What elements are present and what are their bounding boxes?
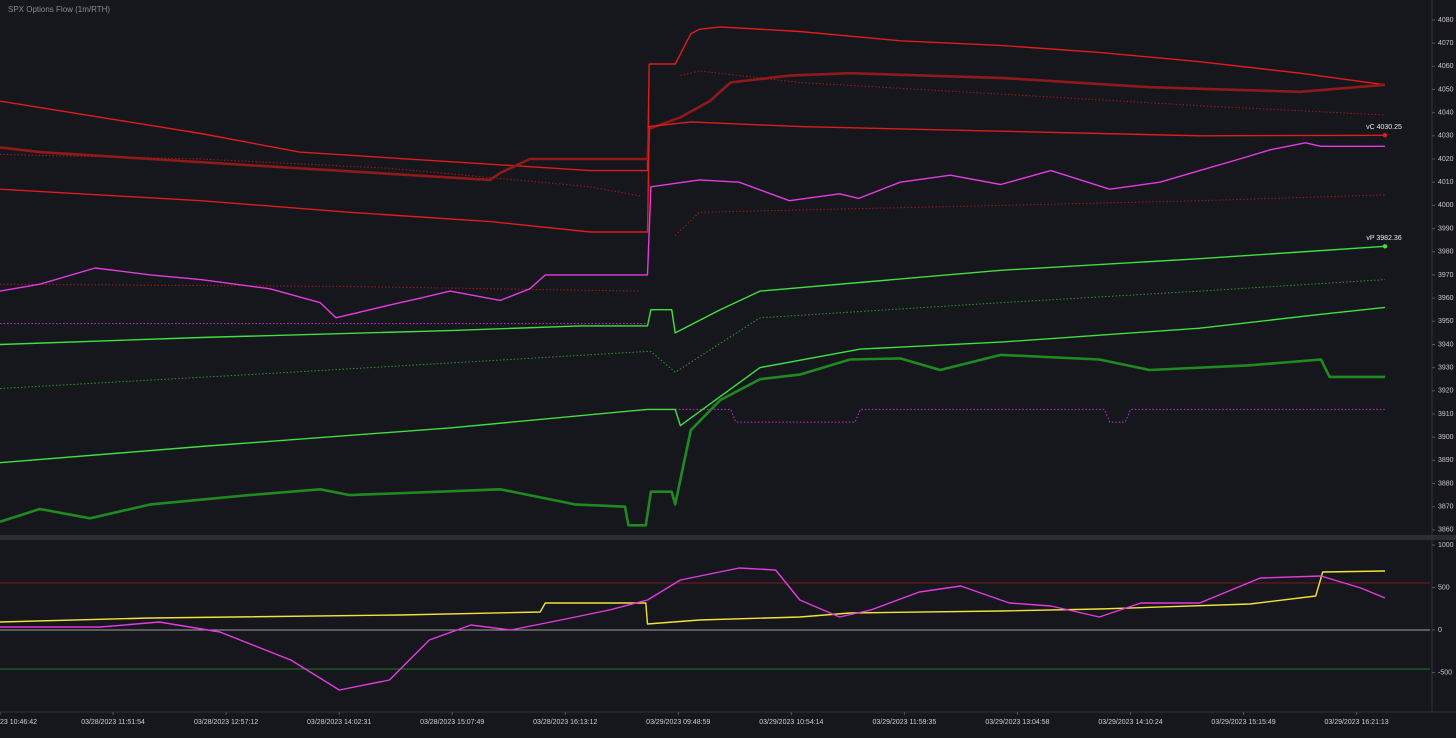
y-tick-label: 3910 — [1438, 411, 1454, 418]
chart-title: SPX Options Flow (1m/RTH) — [8, 5, 110, 14]
series-line — [0, 570, 1386, 625]
y-tick-label: 4010 — [1438, 179, 1454, 186]
y-tick-label: 3920 — [1438, 388, 1454, 395]
y-tick-label: 3940 — [1438, 341, 1454, 348]
y-tick-label: 3870 — [1438, 504, 1454, 511]
y-tick-label: -500 — [1438, 669, 1452, 676]
y-tick-label: 4060 — [1438, 63, 1454, 70]
series-line — [0, 353, 1385, 527]
y-tick-label: 4030 — [1438, 133, 1454, 140]
y-tick-label: 4070 — [1438, 40, 1454, 47]
y-tick-label: 3900 — [1438, 434, 1454, 441]
y-tick-label: 3880 — [1438, 480, 1454, 487]
x-tick-label: 03/28/2023 16:13:12 — [533, 719, 597, 726]
y-tick-label: 500 — [1438, 584, 1450, 591]
y-tick-label: 3950 — [1438, 318, 1454, 325]
x-tick-label: 03/29/2023 09:48:59 — [646, 719, 710, 726]
x-tick-label: 03/29/2023 15:15:49 — [1211, 719, 1275, 726]
annotation-label: vP 3982.36 — [1366, 235, 1401, 242]
x-tick-label: 03/29/2023 11:59:35 — [873, 719, 937, 726]
y-tick-label: 3980 — [1438, 249, 1454, 256]
series-line — [0, 567, 1386, 691]
series-line — [0, 194, 1386, 292]
annotation-marker — [1382, 244, 1388, 249]
x-tick-label: 03/28/2023 15:07:49 — [420, 719, 484, 726]
y-tick-label: 4080 — [1438, 17, 1454, 24]
x-tick-label: 03/28/2023 12:57:12 — [194, 719, 258, 726]
series-line — [0, 121, 1386, 233]
series-line — [0, 142, 1385, 319]
y-tick-label: 3860 — [1438, 527, 1454, 534]
y-tick-label: 3990 — [1438, 225, 1454, 232]
y-tick-label: 0 — [1438, 627, 1442, 634]
x-tick-label: 03/29/2023 16:21:13 — [1324, 719, 1388, 726]
y-tick-label: 4020 — [1438, 156, 1454, 163]
x-tick-label: 03/28/2023 14:02:31 — [307, 719, 371, 726]
series-line — [0, 306, 1386, 464]
series-line — [0, 279, 1386, 389]
y-tick-label: 3930 — [1438, 364, 1454, 371]
y-tick-label: 3970 — [1438, 272, 1454, 279]
x-tick-label: 23 10:46:42 — [0, 719, 37, 726]
series-line — [0, 71, 1386, 182]
annotation-marker — [1382, 133, 1388, 138]
pane-separator — [0, 535, 1456, 540]
x-tick-label: 03/29/2023 14:10:24 — [1098, 719, 1162, 726]
y-tick-label: 3960 — [1438, 295, 1454, 302]
y-tick-label: 3890 — [1438, 457, 1454, 464]
x-tick-label: 03/29/2023 13:04:58 — [985, 719, 1049, 726]
x-tick-label: 03/29/2023 10:54:14 — [759, 719, 823, 726]
x-tick-label: 03/28/2023 11:51:54 — [81, 719, 145, 726]
series-line — [0, 70, 1386, 197]
annotation-label: vC 4030.25 — [1366, 124, 1402, 131]
series-line — [0, 245, 1386, 346]
y-tick-label: 4000 — [1438, 202, 1454, 209]
y-tick-label: 4040 — [1438, 109, 1454, 116]
y-tick-label: 4050 — [1438, 86, 1454, 93]
y-tick-label: 1000 — [1438, 542, 1454, 549]
series-line — [0, 26, 1386, 172]
